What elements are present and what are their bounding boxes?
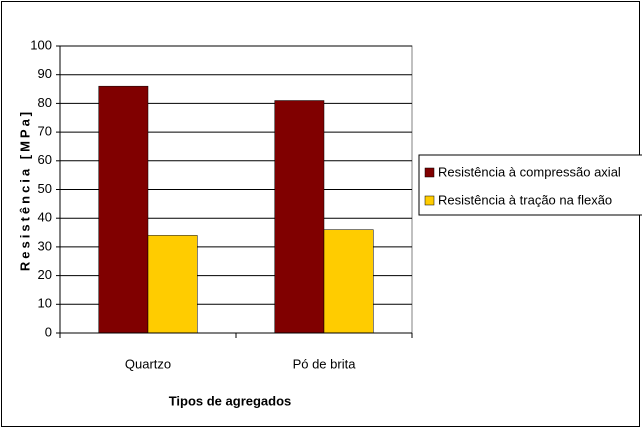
y-tick-label: 30 <box>38 238 52 253</box>
legend-box <box>418 154 642 216</box>
y-tick-label: 0 <box>45 324 52 339</box>
y-tick-label: 40 <box>38 210 52 225</box>
legend-swatch <box>424 195 435 206</box>
y-tick-label: 60 <box>38 152 52 167</box>
bar <box>274 100 325 334</box>
x-tick-label: Pó de brita <box>293 356 357 371</box>
legend-label: Resistência à compressão axial <box>438 164 621 179</box>
x-axis-title: Tipos de agregados <box>169 393 292 408</box>
y-tick-label: 80 <box>38 95 52 110</box>
y-tick-label: 70 <box>38 124 52 139</box>
x-tick-label: Quartzo <box>125 356 171 371</box>
bar <box>147 235 198 334</box>
y-tick-label: 50 <box>38 181 52 196</box>
y-axis-title: Resistência [MPa] <box>17 109 32 271</box>
y-tick-label: 90 <box>38 66 52 81</box>
bar <box>323 229 374 334</box>
y-tick-label: 20 <box>38 267 52 282</box>
bar <box>98 85 149 334</box>
y-tick-label: 10 <box>38 296 52 311</box>
legend-label: Resistência à tração na flexão <box>438 192 612 207</box>
legend-swatch <box>424 167 435 178</box>
y-tick-label: 100 <box>30 37 52 52</box>
